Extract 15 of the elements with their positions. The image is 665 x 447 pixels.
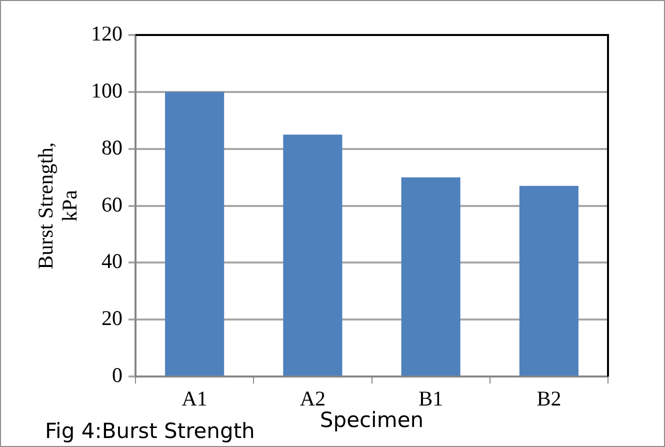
bar — [165, 92, 224, 376]
y-tick-label: 0 — [112, 363, 122, 388]
y-tick-label: 80 — [102, 135, 122, 160]
bar — [283, 134, 342, 376]
y-axis-title: Burst Strength, kPa — [34, 142, 82, 270]
bar — [519, 186, 578, 376]
y-tick-label: 40 — [102, 249, 122, 274]
y-tick-label: 60 — [102, 192, 122, 216]
y-tick-label: 100 — [91, 78, 122, 102]
y-tick-label: 120 — [91, 22, 122, 46]
y-tick-label: 20 — [102, 306, 122, 330]
bar — [401, 177, 460, 376]
caption: Fig 4:Burst Strength — [45, 419, 255, 443]
x-tick-label: A1 — [182, 386, 208, 411]
x-tick-label: B2 — [536, 386, 562, 411]
